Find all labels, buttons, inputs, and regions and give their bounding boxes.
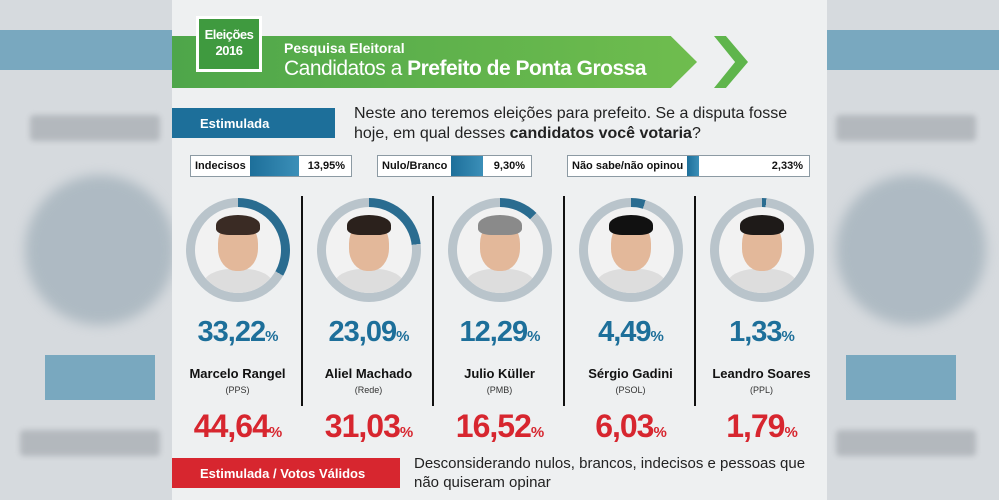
candidate-card: 23,09% Aliel Machado (Rede) [303, 196, 434, 406]
candidate-percentage: 23,09% [328, 316, 410, 348]
candidate-photo [588, 207, 674, 293]
candidate-valid-percentage: 31,03% [324, 408, 413, 444]
candidate-percentage: 12,29% [459, 316, 541, 348]
candidate-name: Leandro Soares [712, 366, 811, 381]
candidate-photo [326, 207, 412, 293]
survey-question: Neste ano teremos eleições para prefeito… [354, 105, 788, 142]
candidate-card: 12,29% Julio Küller (PMB) [434, 196, 565, 406]
candidate-valid-percentage: 1,79% [726, 408, 798, 444]
header-title: Candidatos a Prefeito de Ponta Grossa [284, 57, 646, 80]
candidate-ring [710, 198, 814, 302]
elections-badge: Eleições 2016 [196, 16, 262, 72]
candidate-photo [457, 207, 543, 293]
candidate-valid-percentage: 16,52% [455, 408, 544, 444]
candidate-ring [448, 198, 552, 302]
summary-no-opinion: Não sabe/não opinou 2,33% [567, 155, 810, 177]
valid-votes-note: Desconsiderando nulos, brancos, indeciso… [414, 455, 806, 491]
candidate-percentage: 33,22% [197, 316, 279, 348]
candidate-valid-percentage: 44,64% [193, 408, 282, 444]
summary-undecided: Indecisos 13,95% [190, 155, 352, 177]
candidate-card: 1,33% Leandro Soares (PPL) [696, 196, 827, 406]
header-subtitle: Pesquisa Eleitoral [284, 40, 405, 56]
candidate-party: (PPL) [749, 385, 773, 395]
valid-votes-tag: Estimulada / Votos Válidos [172, 458, 400, 488]
summary-null-blank: Nulo/Branco 9,30% [377, 155, 532, 177]
candidate-valid-percentage: 6,03% [595, 408, 667, 444]
candidate-card: 33,22% Marcelo Rangel (PPS) [172, 196, 303, 406]
header-chevron-icon [714, 36, 748, 88]
candidate-percentage: 4,49% [598, 316, 664, 348]
no-opinion-bar [687, 156, 700, 176]
undecided-bar [249, 156, 299, 176]
candidate-name: Julio Küller [464, 366, 535, 381]
null-blank-bar [451, 156, 484, 176]
background-right [826, 0, 999, 500]
candidate-party: (PMB) [486, 385, 513, 395]
candidate-party: (PSOL) [615, 385, 646, 395]
candidate-ring [579, 198, 683, 302]
candidate-ring [186, 198, 290, 302]
stimulated-tag: Estimulada [172, 108, 335, 138]
candidate-name: Aliel Machado [324, 366, 413, 381]
candidate-photo [195, 207, 281, 293]
candidate-party: (PPS) [225, 385, 250, 395]
candidate-ring [317, 198, 421, 302]
candidate-name: Sérgio Gadini [588, 366, 673, 381]
candidate-name: Marcelo Rangel [189, 366, 286, 381]
infographic-panel: Eleições 2016 Pesquisa Eleitoral Candida… [172, 0, 827, 500]
candidate-card: 4,49% Sérgio Gadini (PSOL) [565, 196, 696, 406]
candidate-party: (Rede) [354, 385, 383, 395]
candidate-photo [719, 207, 805, 293]
candidate-percentage: 1,33% [729, 316, 795, 348]
background-left [0, 0, 172, 500]
